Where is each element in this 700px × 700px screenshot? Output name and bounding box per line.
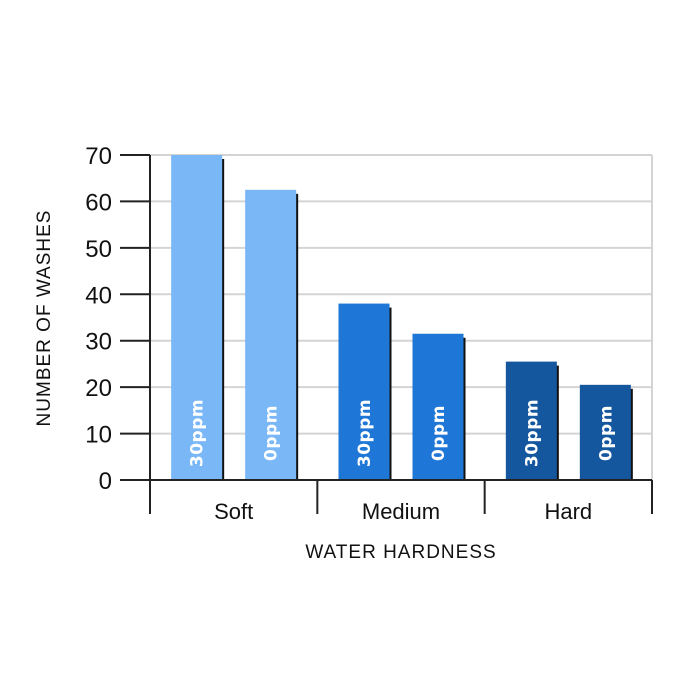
y-tick-label: 30 (85, 329, 112, 356)
axes (120, 154, 653, 514)
bar (338, 303, 390, 480)
y-tick-label: 0 (99, 468, 112, 495)
bars: 30ppm 0ppm 30ppm 0ppm 30ppm 0ppm (171, 155, 633, 481)
x-category-label: Medium (362, 499, 440, 524)
x-axis-title: WATER HARDNESS (305, 542, 496, 563)
y-tick-label: 60 (85, 189, 112, 216)
y-tick-label: 40 (85, 282, 112, 309)
bar (412, 333, 464, 480)
x-category-labels: Soft Medium Hard (214, 499, 592, 524)
bar-label: 30ppm (188, 399, 208, 467)
y-axis-title: NUMBER OF WASHES (34, 210, 55, 427)
gridlines (150, 154, 653, 480)
y-tick-label: 10 (85, 422, 112, 449)
bar (245, 189, 297, 481)
bar-label: 30ppm (355, 399, 375, 467)
bar-label: 30ppm (522, 399, 542, 467)
bar-label: 0ppm (596, 405, 616, 461)
bar (505, 361, 557, 480)
bar-label: 0ppm (262, 405, 282, 461)
x-category-label: Soft (214, 499, 253, 524)
y-tick-label: 20 (85, 375, 112, 402)
bar (171, 155, 223, 480)
bar-label: 0ppm (429, 405, 449, 461)
y-tick-label: 70 (85, 143, 112, 170)
y-tick-label: 50 (85, 236, 112, 263)
x-category-label: Hard (544, 499, 592, 524)
bar (579, 384, 631, 480)
y-tick-labels: 0 10 20 30 40 50 60 70 (85, 143, 112, 495)
